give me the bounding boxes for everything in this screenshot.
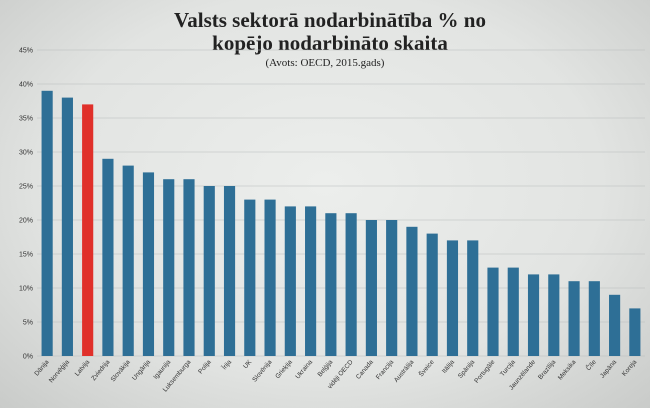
x-tick-label: Polija — [197, 358, 213, 375]
x-tick-label: Ungārija — [131, 359, 152, 382]
bar — [507, 267, 519, 356]
bar — [568, 281, 580, 356]
x-tick-label: Čīle — [584, 357, 599, 372]
y-tick-label: 5% — [23, 320, 33, 327]
bar — [102, 158, 114, 356]
bar — [284, 206, 296, 356]
chart-title-line1: Valsts sektorā nodarbinātība % no — [174, 8, 486, 32]
y-tick-label: 10% — [19, 286, 33, 293]
x-tick-label: Portugāle — [473, 358, 496, 384]
chart-title-line2: kopējo nodarbināto skaita — [212, 31, 448, 55]
bar — [345, 213, 357, 356]
bar — [142, 172, 155, 356]
bar — [548, 274, 560, 356]
bar — [183, 179, 195, 356]
x-tick-label: Grieķija — [274, 359, 294, 381]
bar — [61, 97, 73, 356]
x-tick-label: UK — [242, 358, 254, 370]
y-tick-label: 0% — [23, 354, 33, 361]
x-tick-label: Koreja — [621, 358, 639, 377]
x-tick-label: Īrija — [220, 358, 233, 371]
bar — [446, 240, 459, 356]
chart-subtitle: (Avots: OECD, 2015.gads) — [265, 57, 385, 69]
x-tick-label: Austrālija — [393, 358, 416, 383]
bar — [467, 240, 479, 356]
bar — [305, 206, 317, 356]
x-tick-label: Dānija — [33, 358, 50, 377]
y-tick-label: 35% — [19, 116, 33, 123]
x-tick-label: Beļģija — [316, 358, 335, 378]
bar — [223, 186, 236, 356]
bar — [406, 226, 418, 356]
x-tick-label: Itālija — [441, 359, 456, 375]
x-tick-label: Slovākija — [110, 358, 132, 383]
bar — [386, 220, 398, 356]
y-tick-label: 40% — [19, 82, 33, 89]
x-tick-label: Francija — [375, 358, 395, 381]
bar — [244, 199, 256, 356]
bar — [41, 90, 53, 357]
bar — [82, 104, 94, 357]
y-tick-label: 30% — [19, 150, 33, 157]
bar — [588, 281, 600, 356]
x-tick-label: Ukraina — [294, 358, 314, 380]
bar — [203, 186, 215, 356]
bar — [609, 294, 621, 356]
x-tick-label: Brazīlija — [537, 358, 557, 381]
y-tick-label: 20% — [19, 218, 33, 225]
x-tick-label: Latvija — [74, 358, 92, 377]
bar — [629, 308, 641, 356]
bar — [163, 179, 175, 356]
y-tick-label: 45% — [19, 48, 33, 55]
x-tick-label: Igaunija — [152, 359, 172, 381]
x-tick-label: Spānija — [457, 358, 477, 379]
bar — [122, 165, 134, 356]
x-tick-label: Canada — [355, 359, 375, 381]
y-tick-label: 15% — [19, 252, 33, 259]
bar — [264, 199, 276, 356]
x-tick-label: Turcija — [499, 358, 517, 378]
x-tick-label: Šveice — [416, 357, 436, 378]
bar — [365, 220, 377, 356]
x-tick-label: Meksika — [557, 358, 578, 381]
bar — [426, 233, 438, 356]
bar — [325, 213, 337, 356]
x-tick-label: Japāna — [599, 358, 618, 379]
y-tick-label: 25% — [19, 184, 33, 191]
x-tick-label: Norvēģija — [47, 358, 71, 384]
x-tick-label: Slovēnija — [251, 359, 274, 384]
bar — [487, 267, 499, 356]
bar — [527, 274, 540, 356]
